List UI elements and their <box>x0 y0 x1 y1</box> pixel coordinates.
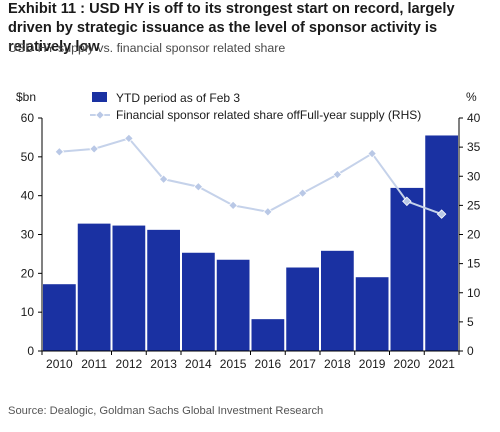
x-tick-label: 2016 <box>255 357 282 371</box>
axes: 0 10 20 30 40 50 60 0 5 10 15 20 25 30 35 40 2010 2011 201… <box>16 90 481 371</box>
right-tick-label: 10 <box>467 286 481 300</box>
legend-label-bar: YTD period as of Feb 3 <box>116 91 240 105</box>
chart-title: Exhibit 11 : USD HY is off to its strong… <box>8 1 455 55</box>
right-tick-label: 15 <box>467 257 481 271</box>
bar <box>321 250 354 351</box>
left-axis-label: $bn <box>16 90 36 104</box>
left-tick-label: 10 <box>21 305 35 319</box>
line-point <box>54 147 65 157</box>
legend-swatch-bar <box>92 92 107 102</box>
line-path <box>59 137 442 216</box>
legend-marker <box>95 110 105 120</box>
right-tick-label: 35 <box>467 140 481 154</box>
x-tick-label: 2018 <box>324 357 351 371</box>
line-point <box>158 174 169 184</box>
right-tick-label: 0 <box>467 344 474 358</box>
line-point <box>228 200 238 211</box>
source-note: Source: Dealogic, Goldman Sachs Global I… <box>8 405 324 417</box>
right-axis-label: % <box>466 90 477 104</box>
bar <box>251 319 285 351</box>
bar <box>112 225 146 351</box>
bar <box>43 284 76 351</box>
bar <box>182 252 215 351</box>
bar <box>147 229 180 351</box>
line-point <box>332 169 343 180</box>
legend-label-line: Financial sponsor related share offFull-… <box>116 108 421 122</box>
chart-subtitle: USD HY supply vs. financial sponsor rela… <box>8 41 286 55</box>
bar <box>390 187 424 351</box>
line-point <box>89 144 99 154</box>
left-tick-label: 40 <box>21 189 35 203</box>
bar <box>286 267 319 351</box>
x-tick-label: 2012 <box>116 357 143 371</box>
line-series <box>54 133 447 219</box>
legend: YTD period as of Feb 3 Financial sponsor … <box>90 91 421 122</box>
x-tick-label: 2010 <box>46 357 73 371</box>
line-point <box>367 148 377 159</box>
line-point <box>263 207 273 217</box>
bar-series <box>43 135 458 351</box>
bar <box>77 223 111 351</box>
line-point <box>402 196 412 207</box>
x-tick-label: 2019 <box>359 357 386 371</box>
x-tick-label: 2017 <box>289 357 316 371</box>
line-point <box>436 209 447 219</box>
right-tick-label: 20 <box>467 228 481 242</box>
x-tick-label: 2011 <box>81 357 107 371</box>
line-point <box>193 181 204 192</box>
line-point <box>297 188 308 198</box>
left-tick-label: 20 <box>21 266 35 280</box>
left-tick-label: 60 <box>21 111 35 125</box>
left-tick-label: 0 <box>27 344 34 358</box>
left-tick-label: 50 <box>21 150 35 164</box>
bar <box>425 135 458 351</box>
x-tick-label: 2020 <box>394 357 421 371</box>
bar <box>355 277 389 351</box>
right-tick-label: 40 <box>467 111 481 125</box>
bar <box>216 259 250 351</box>
x-tick-label: 2013 <box>150 357 177 371</box>
line-point <box>124 133 134 144</box>
right-tick-label: 25 <box>467 198 481 212</box>
right-tick-label: 5 <box>467 315 474 329</box>
x-tick-label: 2015 <box>220 357 247 371</box>
left-tick-label: 30 <box>21 228 35 242</box>
x-tick-label: 2014 <box>185 357 212 371</box>
x-tick-label: 2021 <box>428 357 455 371</box>
right-tick-label: 30 <box>467 169 481 183</box>
